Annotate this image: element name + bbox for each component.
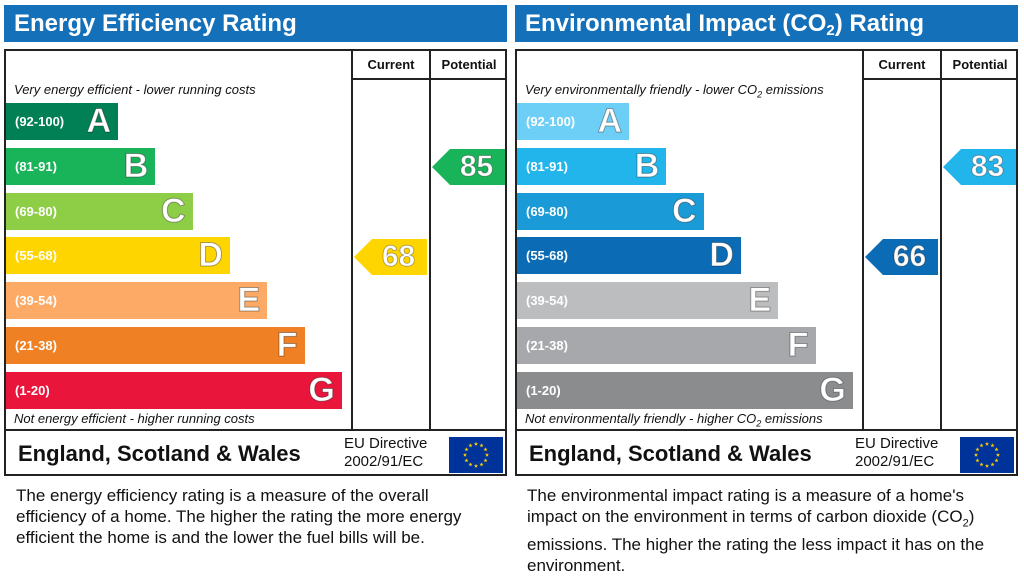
bottom-caption: Not energy efficient - higher running co… [14,411,255,426]
band-letter: G [308,370,335,409]
eu-flag-icon [960,437,1014,473]
footer-row: England, Scotland & Wales EU Directive 2… [517,433,1016,474]
band-b: (81-91) B [6,146,156,185]
potential-column-header: Potential [952,57,1008,72]
current-rating-arrow: 68 [354,239,427,276]
band-d: (55-68) D [6,236,230,275]
band-f: (21-38) F [517,326,816,364]
environmental-impact-chart: Current Potential Very environmentally f… [515,49,1018,476]
bottom-caption: Not environmentally friendly - higher CO… [525,411,823,429]
band-range-label: (55-68) [15,248,57,264]
band-letter: B [123,146,149,185]
band-range-label: (21-38) [15,338,57,353]
rating-value: 66 [892,240,927,274]
band-range-label: (39-54) [526,293,568,309]
potential-rating-arrow: 83 [943,148,1016,185]
energy-efficiency-title: Energy Efficiency Rating [4,5,507,42]
environmental-impact-panel: Environmental Impact (CO2) Rating Curren… [515,5,1020,576]
rating-value: 83 [970,149,1005,183]
environmental-impact-title: Environmental Impact (CO2) Rating [515,5,1018,42]
band-letter: D [709,236,735,275]
band-letter: D [198,236,224,275]
band-range-label: (39-54) [15,293,57,309]
band-letter: F [787,326,809,364]
band-letter: A [86,102,112,140]
band-range-label: (69-80) [526,203,568,219]
band-letter: B [634,146,660,185]
potential-column-header: Potential [441,57,497,72]
region-label: England, Scotland & Wales [529,441,812,466]
band-range-label: (1-20) [15,382,50,398]
band-letter: F [276,326,298,364]
band-e: (39-54) E [6,281,268,320]
environmental-impact-description: The environmental impact rating is a mea… [527,486,985,576]
band-letter: E [748,281,772,320]
band-range-label: (92-100) [15,114,65,129]
band-range-label: (21-38) [526,338,568,353]
band-range-label: (81-91) [526,158,568,174]
band-f: (21-38) F [6,326,305,364]
band-range-label: (81-91) [15,158,57,174]
band-letter: C [672,191,698,230]
band-e: (39-54) E [517,281,779,320]
eu-flag-icon [449,437,503,473]
rating-value: 68 [381,240,416,274]
band-c: (69-80) C [6,191,193,230]
region-label: England, Scotland & Wales [18,441,301,466]
band-range-label: (92-100) [526,114,576,129]
band-a: (92-100) A [6,102,118,140]
current-column-header: Current [367,57,415,72]
band-a: (92-100) A [517,102,629,140]
energy-efficiency-chart: Current Potential Very energy efficient … [4,49,507,476]
eu-directive-label: EU Directive 2002/91/EC [344,435,428,470]
band-d: (55-68) D [517,236,741,275]
energy-efficiency-panel: Energy Efficiency Rating Current Potenti… [4,5,509,573]
band-g: (1-20) G [517,370,853,409]
current-rating-arrow: 66 [865,239,938,276]
band-letter: E [237,281,261,320]
band-letter: C [161,191,187,230]
band-c: (69-80) C [517,191,704,230]
current-column-header: Current [878,57,926,72]
band-g: (1-20) G [6,370,342,409]
potential-rating-arrow: 85 [432,148,505,185]
footer-row: England, Scotland & Wales EU Directive 2… [6,433,505,474]
band-range-label: (55-68) [526,248,568,264]
top-caption: Very energy efficient - lower running co… [14,82,256,97]
band-letter: A [597,102,623,140]
band-range-label: (69-80) [15,203,57,219]
band-range-label: (1-20) [526,382,561,398]
eu-directive-label: EU Directive 2002/91/EC [855,435,939,470]
rating-value: 85 [459,149,494,183]
top-caption: Very environmentally friendly - lower CO… [525,82,824,100]
energy-efficiency-description: The energy efficiency rating is a measur… [16,486,462,547]
band-letter: G [819,370,846,409]
band-b: (81-91) B [517,146,667,185]
